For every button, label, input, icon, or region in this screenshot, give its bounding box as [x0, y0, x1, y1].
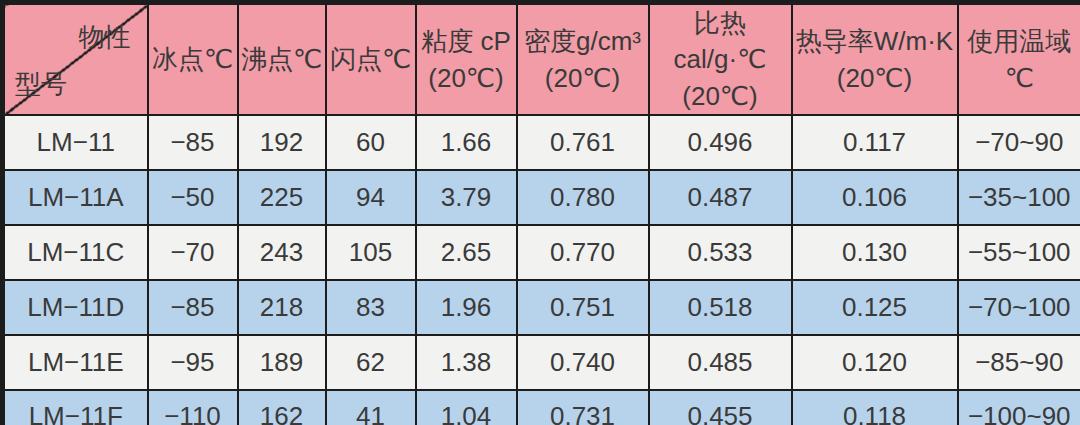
value-cell: 41 [326, 390, 416, 425]
header-line: 比热cal/g·℃ [650, 5, 791, 78]
table-row: LM−11E −95 189 62 1.38 0.740 0.485 0.120… [3, 335, 1080, 390]
table-row: LM−11A −50 225 94 3.79 0.780 0.487 0.106… [3, 170, 1080, 225]
value-cell: −70 [148, 225, 238, 280]
col-header-thermal-conductivity: 热导率W/m·K (20℃) [792, 3, 958, 116]
value-cell: 0.780 [517, 170, 649, 225]
value-cell: 0.118 [792, 390, 958, 425]
header-subline: (20℃) [417, 60, 516, 96]
value-cell: 0.770 [517, 225, 649, 280]
value-cell: 0.761 [517, 115, 649, 170]
properties-table: 物性 型号 冰点℃ 沸点℃ 闪点℃ 粘度 cP (20℃) 密度g/cm³ ( [0, 0, 1080, 425]
header-subline: (20℃) [518, 60, 648, 96]
value-cell: 0.106 [792, 170, 958, 225]
table-row: LM−11 −85 192 60 1.66 0.761 0.496 0.117 … [3, 115, 1080, 170]
header-subline: ℃ [959, 60, 1080, 96]
table-row: LM−11F −110 162 41 1.04 0.731 0.455 0.11… [3, 390, 1080, 425]
value-cell: 0.740 [517, 335, 649, 390]
value-cell: −85 [148, 280, 238, 335]
model-cell: LM−11F [3, 390, 148, 425]
value-cell: 60 [326, 115, 416, 170]
value-cell: −95 [148, 335, 238, 390]
col-header-flash-point: 闪点℃ [326, 3, 416, 116]
value-cell: −85~90 [958, 335, 1080, 390]
value-cell: 0.120 [792, 335, 958, 390]
value-cell: 0.533 [649, 225, 792, 280]
value-cell: 1.96 [416, 280, 517, 335]
model-cell: LM−11E [3, 335, 148, 390]
value-cell: 62 [326, 335, 416, 390]
value-cell: −35~100 [958, 170, 1080, 225]
header-line: 使用温域 [959, 23, 1080, 59]
value-cell: −110 [148, 390, 238, 425]
value-cell: 3.79 [416, 170, 517, 225]
value-cell: −70~100 [958, 280, 1080, 335]
model-cell: LM−11C [3, 225, 148, 280]
model-cell: LM−11D [3, 280, 148, 335]
value-cell: 225 [238, 170, 326, 225]
value-cell: 0.125 [792, 280, 958, 335]
value-cell: 162 [238, 390, 326, 425]
value-cell: −100~90 [958, 390, 1080, 425]
corner-label-property: 物性 [79, 19, 131, 55]
header-line: 粘度 cP [417, 23, 516, 59]
header-line: 沸点℃ [239, 41, 325, 77]
value-cell: 0.487 [649, 170, 792, 225]
value-cell: 192 [238, 115, 326, 170]
value-cell: −50 [148, 170, 238, 225]
value-cell: 2.65 [416, 225, 517, 280]
value-cell: 0.496 [649, 115, 792, 170]
value-cell: 1.38 [416, 335, 517, 390]
value-cell: 1.04 [416, 390, 517, 425]
col-header-viscosity: 粘度 cP (20℃) [416, 3, 517, 116]
col-header-freezing-point: 冰点℃ [148, 3, 238, 116]
value-cell: 0.731 [517, 390, 649, 425]
header-subline: (20℃) [793, 60, 957, 96]
corner-header-cell: 物性 型号 [3, 3, 148, 116]
value-cell: 0.130 [792, 225, 958, 280]
col-header-operating-temp-range: 使用温域 ℃ [958, 3, 1080, 116]
col-header-boiling-point: 沸点℃ [238, 3, 326, 116]
value-cell: 243 [238, 225, 326, 280]
header-row: 物性 型号 冰点℃ 沸点℃ 闪点℃ 粘度 cP (20℃) 密度g/cm³ ( [3, 3, 1080, 116]
model-cell: LM−11 [3, 115, 148, 170]
header-line: 密度g/cm³ [518, 23, 648, 59]
value-cell: 0.117 [792, 115, 958, 170]
value-cell: 83 [326, 280, 416, 335]
value-cell: 189 [238, 335, 326, 390]
value-cell: 218 [238, 280, 326, 335]
col-header-specific-heat: 比热cal/g·℃ (20℃) [649, 3, 792, 116]
corner-label-model: 型号 [15, 66, 67, 102]
value-cell: −85 [148, 115, 238, 170]
header-line: 冰点℃ [149, 41, 237, 77]
table-row: LM−11C −70 243 105 2.65 0.770 0.533 0.13… [3, 225, 1080, 280]
value-cell: 0.455 [649, 390, 792, 425]
properties-table-container: 物性 型号 冰点℃ 沸点℃ 闪点℃ 粘度 cP (20℃) 密度g/cm³ ( [0, 0, 1080, 425]
table-row: LM−11D −85 218 83 1.96 0.751 0.518 0.125… [3, 280, 1080, 335]
header-subline: (20℃) [650, 78, 791, 114]
value-cell: 0.751 [517, 280, 649, 335]
value-cell: −55~100 [958, 225, 1080, 280]
value-cell: 1.66 [416, 115, 517, 170]
model-cell: LM−11A [3, 170, 148, 225]
col-header-density: 密度g/cm³ (20℃) [517, 3, 649, 116]
value-cell: 105 [326, 225, 416, 280]
value-cell: 0.485 [649, 335, 792, 390]
value-cell: −70~90 [958, 115, 1080, 170]
value-cell: 0.518 [649, 280, 792, 335]
header-line: 热导率W/m·K [793, 23, 957, 59]
header-line: 闪点℃ [327, 41, 415, 77]
value-cell: 94 [326, 170, 416, 225]
